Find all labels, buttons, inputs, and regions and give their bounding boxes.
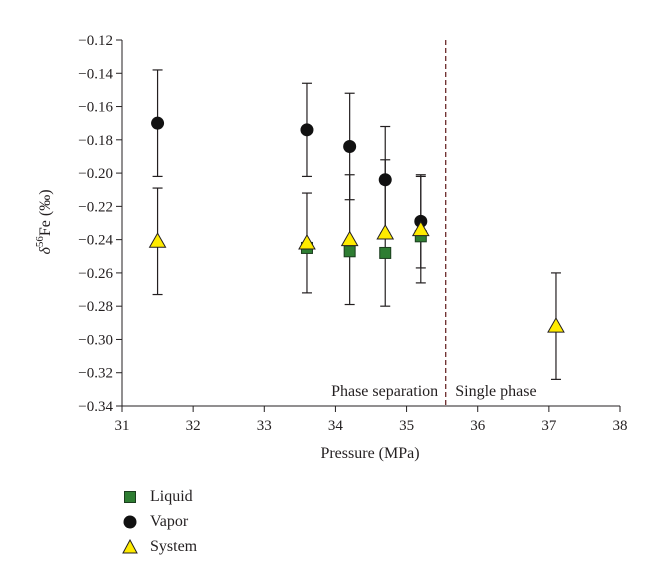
y-axis-title: δ56Fe (‰) bbox=[34, 189, 54, 254]
y-tick-label: −0.26 bbox=[78, 266, 113, 282]
y-tick-label: −0.28 bbox=[78, 299, 113, 315]
data-markers bbox=[148, 116, 565, 333]
y-axis-title-delta: δ bbox=[37, 247, 54, 255]
y-axis-title-superscript: 56 bbox=[34, 236, 46, 248]
vapor-point bbox=[343, 139, 357, 153]
x-axis-title: Pressure (MPa) bbox=[320, 445, 419, 462]
y-tick-label: −0.24 bbox=[78, 233, 113, 249]
y-tick-label: −0.20 bbox=[78, 166, 113, 182]
x-tick-label: 32 bbox=[186, 418, 201, 434]
y-axis-title-rest: Fe (‰) bbox=[37, 189, 54, 236]
legend-item-system: System bbox=[122, 534, 197, 559]
x-tick-label: 31 bbox=[115, 418, 130, 434]
region-label: Single phase bbox=[455, 383, 536, 400]
vapor-point bbox=[151, 116, 165, 130]
system-point bbox=[298, 233, 316, 250]
x-tick-label: 34 bbox=[328, 418, 344, 434]
axes: −0.34 −0.32 −0.30 −0.28 −0.26 −0.24 −0.22 −0.20… bbox=[78, 33, 627, 434]
legend-label-vapor: Vapor bbox=[150, 512, 189, 530]
system-point bbox=[148, 232, 167, 248]
liquid-point bbox=[343, 245, 356, 258]
system-point bbox=[376, 223, 395, 240]
error-bars bbox=[152, 69, 561, 380]
y-tick-label: −0.22 bbox=[78, 199, 113, 215]
region-label: Phase separation bbox=[331, 383, 438, 400]
legend: Liquid Vapor System bbox=[122, 484, 197, 559]
circle-marker-icon bbox=[122, 514, 138, 530]
y-tick-label: −0.34 bbox=[78, 399, 113, 415]
legend-item-vapor: Vapor bbox=[122, 509, 197, 534]
region-labels: Phase separation Single phase bbox=[331, 383, 537, 400]
x-tick-label: 36 bbox=[470, 418, 486, 434]
legend-label-liquid: Liquid bbox=[150, 487, 193, 505]
x-tick-label: 38 bbox=[613, 418, 628, 434]
y-tick-label: −0.12 bbox=[78, 33, 113, 49]
vapor-point bbox=[378, 173, 392, 187]
y-tick-label: −0.14 bbox=[78, 66, 113, 82]
square-marker-icon bbox=[122, 489, 138, 505]
liquid-point bbox=[379, 246, 392, 259]
y-tick-label: −0.32 bbox=[78, 366, 113, 382]
system-point bbox=[547, 317, 565, 333]
system-point bbox=[411, 220, 430, 237]
x-tick-label: 37 bbox=[541, 418, 557, 434]
y-tick-label: −0.30 bbox=[78, 332, 113, 348]
vapor-point bbox=[300, 123, 314, 137]
x-tick-label: 35 bbox=[399, 418, 414, 434]
y-tick-label: −0.16 bbox=[78, 100, 113, 116]
x-tick-label: 33 bbox=[257, 418, 272, 434]
triangle-marker-icon bbox=[122, 539, 138, 555]
y-tick-label: −0.18 bbox=[78, 133, 113, 149]
legend-item-liquid: Liquid bbox=[122, 484, 197, 509]
legend-label-system: System bbox=[150, 537, 198, 555]
system-point bbox=[340, 230, 359, 247]
